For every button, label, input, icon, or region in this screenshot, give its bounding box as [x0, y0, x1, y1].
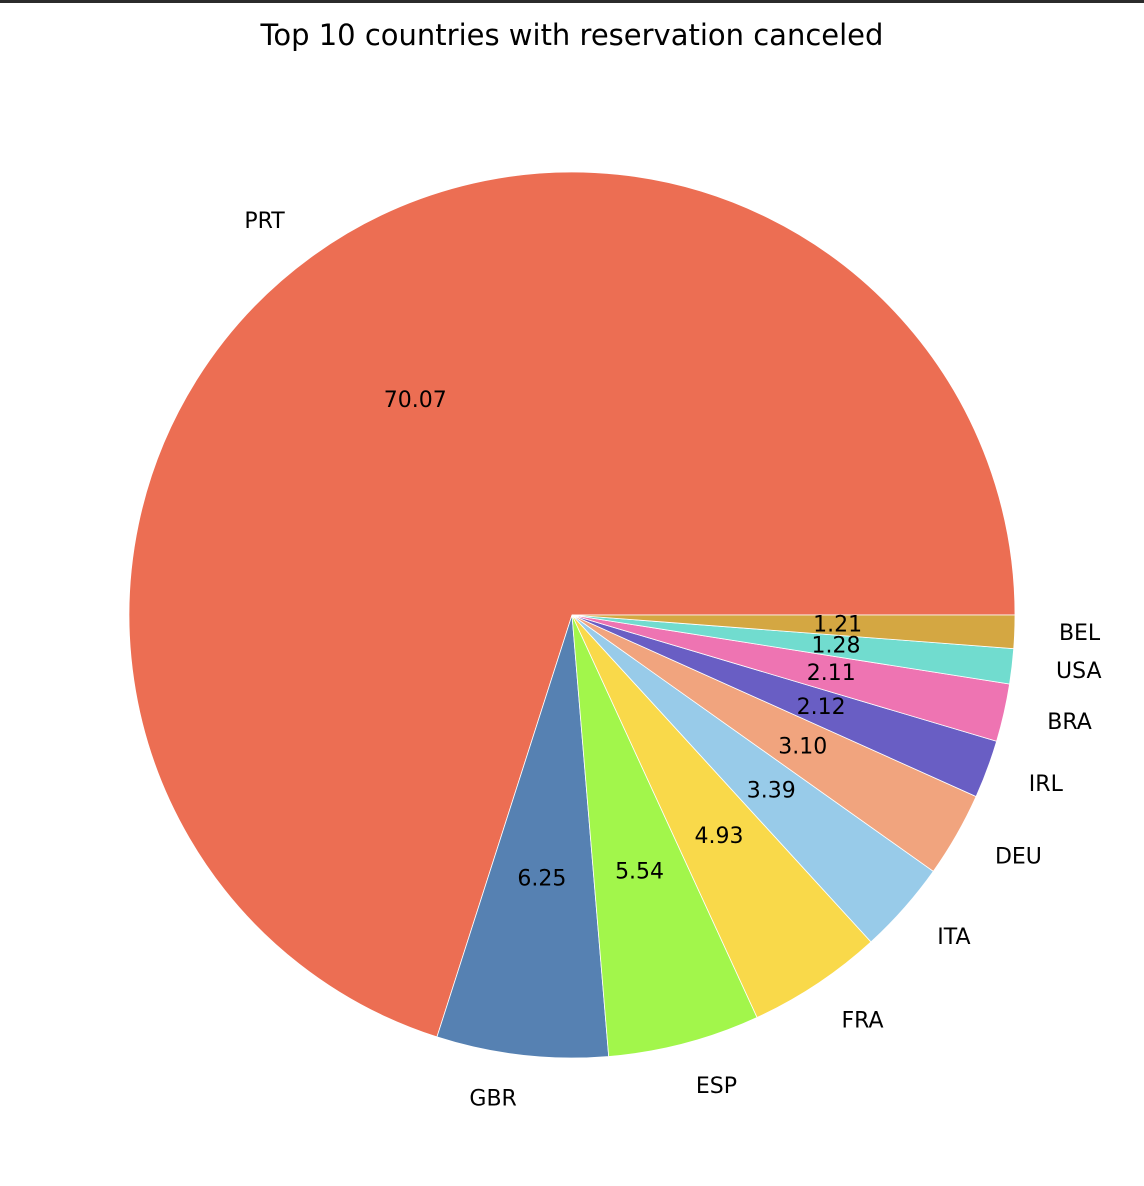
category-label-bel: BEL: [1059, 621, 1101, 646]
percent-label-usa: 1.28: [812, 633, 861, 658]
percent-label-bra: 2.11: [807, 661, 856, 686]
percent-label-esp: 5.54: [615, 860, 664, 885]
category-label-fra: FRA: [841, 1009, 883, 1034]
pie-slice-gbr: [436, 614, 610, 1059]
category-label-irl: IRL: [1029, 772, 1064, 797]
category-labels: PRT GBR ESP FRA ITA DEU IRL BRA USA BEL: [244, 209, 1101, 1112]
category-label-ita: ITA: [937, 925, 970, 950]
percent-label-deu: 3.10: [778, 734, 827, 759]
category-label-bra: BRA: [1047, 710, 1092, 735]
percent-label-bel: 1.21: [813, 613, 862, 638]
chart-title: Top 10 countries with reservation cancel…: [260, 18, 884, 52]
category-label-prt: PRT: [244, 209, 285, 234]
percent-label-gbr: 6.25: [517, 867, 566, 892]
category-label-deu: DEU: [995, 844, 1042, 869]
pie-slice-esp: [571, 614, 758, 1057]
percent-label-prt: 70.07: [384, 388, 447, 413]
category-label-usa: USA: [1056, 659, 1102, 684]
percent-labels: 70.07 6.25 5.54 4.933.39 3.10 2.12 2.11 1.281.2…: [384, 388, 862, 892]
top-border: [0, 0, 1144, 3]
pie-slice-bel: [571, 614, 1016, 650]
category-label-esp: ESP: [696, 1074, 737, 1099]
percent-label-fra: 4.93: [694, 824, 743, 849]
percent-label-ita: 3.39: [747, 778, 796, 803]
percent-label-irl: 2.12: [797, 695, 846, 720]
pie-slices: [128, 171, 1016, 1059]
pie-slice-prt: [128, 171, 1016, 1038]
category-label-gbr: GBR: [469, 1087, 516, 1112]
